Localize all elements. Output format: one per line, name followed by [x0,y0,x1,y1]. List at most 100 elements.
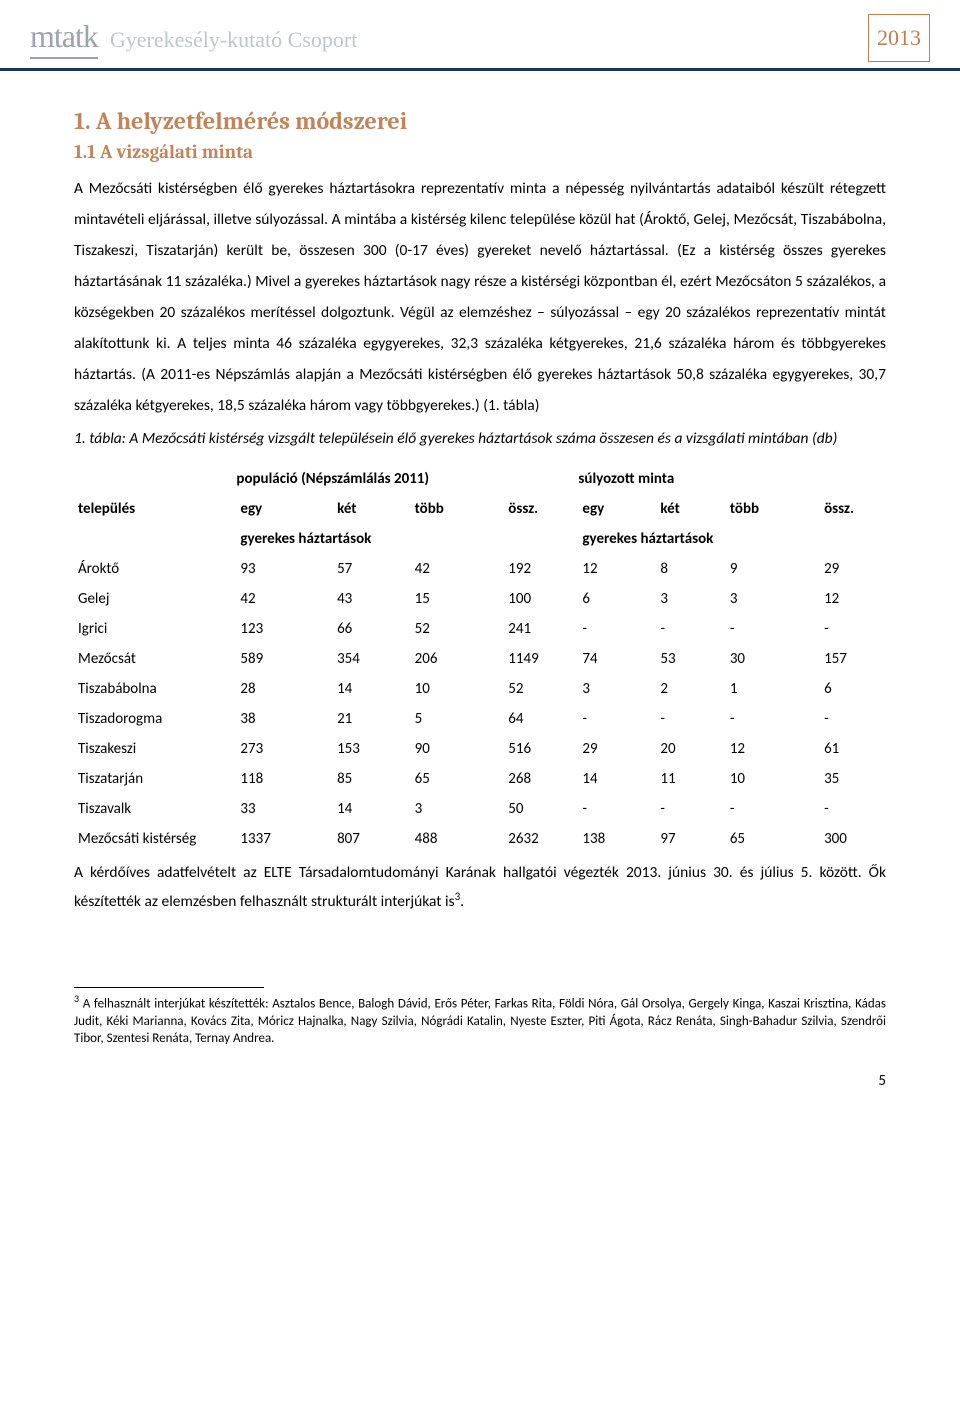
cell-value: 123 [236,614,333,644]
cell-value: 14 [333,794,411,824]
col-egy-p: egy [236,494,333,524]
cell-settlement: Mezőcsáti kistérség [74,824,236,854]
cell-value: 10 [726,764,820,794]
table-row: Tiszavalk3314350---- [74,794,886,824]
cell-value: 53 [656,644,725,674]
cell-value: 52 [504,674,578,704]
group-header-left: populáció (Népszámlálás 2011) [236,464,578,494]
cell-settlement: Ároktő [74,554,236,584]
cell-value: 42 [236,584,333,614]
cell-settlement: Mezőcsát [74,644,236,674]
cell-value: 66 [333,614,411,644]
col-ossz-s: össz. [820,494,886,524]
cell-value: - [656,704,725,734]
cell-value: 153 [333,734,411,764]
cell-value: - [656,794,725,824]
table-row: Tiszabábolna281410523216 [74,674,886,704]
footnote: 3 A felhasznált interjúkat készítették: … [74,992,886,1048]
cell-value: 1 [726,674,820,704]
cell-settlement: Igrici [74,614,236,644]
cell-value: 157 [820,644,886,674]
cell-value: 28 [236,674,333,704]
page-number: 5 [0,1068,960,1110]
cell-value: 3 [578,674,656,704]
cell-value: 85 [333,764,411,794]
cell-value: 268 [504,764,578,794]
cell-value: - [820,794,886,824]
cell-value: - [726,614,820,644]
table-caption: 1. tábla: A Mezőcsáti kistérség vizsgált… [74,427,886,452]
table-subheader-row: gyerekes háztartások gyerekes háztartáso… [74,524,886,554]
table-row: Igrici1236652241---- [74,614,886,644]
cell-value: 9 [726,554,820,584]
cell-value: 6 [578,584,656,614]
cell-value: 38 [236,704,333,734]
cell-value: 1149 [504,644,578,674]
cell-settlement: Tiszatarján [74,764,236,794]
footnote-separator [74,987,264,988]
group-header-right: súlyozott minta [578,464,886,494]
cell-value: 138 [578,824,656,854]
after-table-paragraph: A kérdőíves adatfelvételt az ELTE Társad… [74,858,886,917]
cell-value: 20 [656,734,725,764]
cell-settlement: Gelej [74,584,236,614]
cell-value: 5 [411,704,505,734]
cell-value: 488 [411,824,505,854]
cell-value: 3 [411,794,505,824]
table-row: Ároktő935742192128929 [74,554,886,584]
cell-value: 807 [333,824,411,854]
table-row: Gelej42431510063312 [74,584,886,614]
cell-value: 1337 [236,824,333,854]
col-tobb-s: több [726,494,820,524]
cell-value: 30 [726,644,820,674]
cell-value: 90 [411,734,505,764]
cell-settlement: Tiszadorogma [74,704,236,734]
cell-value: - [726,794,820,824]
subheader-p: gyerekes háztartások [236,524,504,554]
cell-value: 21 [333,704,411,734]
subheader-s: gyerekes háztartások [578,524,820,554]
cell-value: 97 [656,824,725,854]
cell-value: 29 [820,554,886,584]
cell-value: 29 [578,734,656,764]
logo-text: Gyerekesély-kutató Csoport [110,27,357,53]
cell-value: 33 [236,794,333,824]
cell-value: 11 [656,764,725,794]
col-ket-s: két [656,494,725,524]
cell-value: 8 [656,554,725,584]
cell-value: 12 [820,584,886,614]
cell-value: 6 [820,674,886,704]
cell-value: 12 [578,554,656,584]
col-egy-s: egy [578,494,656,524]
cell-value: 65 [726,824,820,854]
cell-value: 589 [236,644,333,674]
after-table-text: A kérdőíves adatfelvételt az ELTE Társad… [74,863,886,912]
cell-value: 354 [333,644,411,674]
cell-value: 206 [411,644,505,674]
cell-value: 100 [504,584,578,614]
cell-settlement: Tiszabábolna [74,674,236,704]
cell-value: 10 [411,674,505,704]
subsection-title: 1.1 A vizsgálati minta [74,141,886,163]
cell-value: 65 [411,764,505,794]
cell-value: 42 [411,554,505,584]
cell-value: 2632 [504,824,578,854]
col-ossz-p: össz. [504,494,578,524]
cell-value: 516 [504,734,578,764]
cell-value: 43 [333,584,411,614]
cell-value: 57 [333,554,411,584]
cell-value: 35 [820,764,886,794]
cell-value: 12 [726,734,820,764]
cell-value: 192 [504,554,578,584]
cell-value: - [578,704,656,734]
cell-value: 241 [504,614,578,644]
cell-value: 300 [820,824,886,854]
cell-value: 2 [656,674,725,704]
table-row: Tiszadorogma3821564---- [74,704,886,734]
logo-mark: mtatk [30,18,98,59]
cell-value: 14 [578,764,656,794]
cell-settlement: Tiszavalk [74,794,236,824]
page-content: 1. A helyzetfelmérés módszerei 1.1 A viz… [0,79,960,1068]
cell-value: 14 [333,674,411,704]
footnote-ref: 3 [455,890,461,903]
